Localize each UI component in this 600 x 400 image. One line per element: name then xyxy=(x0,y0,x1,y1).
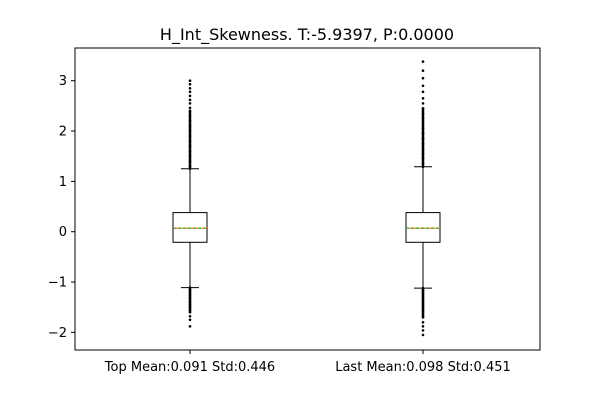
outlier-point xyxy=(421,69,425,72)
y-tick-label: 1 xyxy=(59,175,67,190)
outlier-point xyxy=(188,79,192,83)
box-series-2 xyxy=(405,60,441,337)
outlier-point xyxy=(188,109,192,113)
y-tick-label: 3 xyxy=(59,74,67,89)
outlier-point xyxy=(188,94,192,98)
y-tick-label: 2 xyxy=(59,125,67,140)
x-axis: Top Mean:0.091 Std:0.446 Last Mean:0.098 … xyxy=(104,350,511,375)
y-axis: −2 −1 0 1 2 3 xyxy=(48,74,75,341)
outlier-point xyxy=(188,82,192,86)
outlier-point xyxy=(188,86,192,90)
y-tick-label: −2 xyxy=(48,326,67,341)
outlier-point xyxy=(421,102,425,105)
outlier-point xyxy=(421,321,425,324)
outlier-point xyxy=(188,310,192,314)
box-series-1 xyxy=(172,79,208,328)
outlier-point xyxy=(188,106,192,110)
plot-frame xyxy=(74,47,541,351)
iqr-box xyxy=(405,212,441,243)
outlier-point xyxy=(421,107,425,110)
outlier-point xyxy=(421,329,425,332)
outlier-point xyxy=(421,333,425,337)
outlier-point xyxy=(188,98,192,102)
outlier-point xyxy=(188,102,192,105)
outlier-point xyxy=(421,90,425,94)
outlier-point xyxy=(421,315,425,319)
outlier-point xyxy=(421,60,425,63)
outlier-point xyxy=(421,84,425,88)
outlier-point xyxy=(188,314,192,318)
outlier-point xyxy=(421,76,425,80)
boxes-group xyxy=(172,60,441,337)
iqr-box xyxy=(172,212,208,243)
y-tick-label: 0 xyxy=(59,225,67,240)
x-category-label: Last Mean:0.098 Std:0.451 xyxy=(335,360,511,375)
chart-title: H_Int_Skewness. T:-5.9397, P:0.0000 xyxy=(160,25,454,45)
x-category-label: Top Mean:0.091 Std:0.446 xyxy=(104,360,275,375)
outlier-point xyxy=(188,90,192,94)
outlier-point xyxy=(421,97,425,100)
outlier-point xyxy=(188,325,192,328)
outlier-point xyxy=(188,318,192,322)
y-tick-label: −1 xyxy=(48,276,67,291)
outlier-point xyxy=(421,325,425,328)
